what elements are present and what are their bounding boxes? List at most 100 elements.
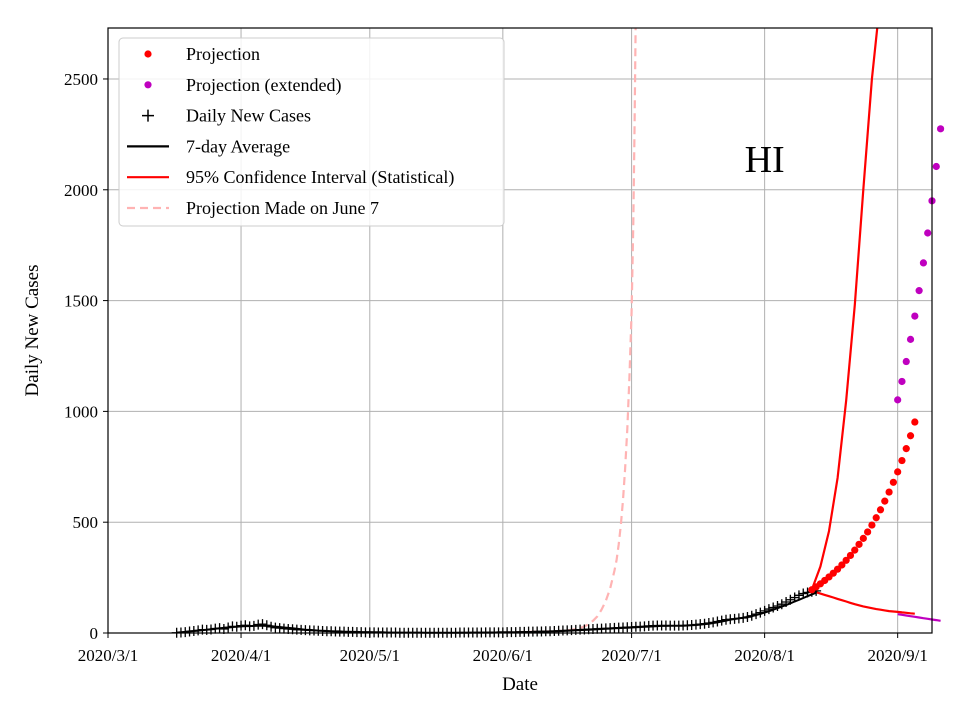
daily-case-marker	[712, 616, 723, 627]
projection-point	[859, 534, 867, 542]
daily-case-marker	[193, 625, 204, 636]
y-tick-label: 500	[73, 513, 99, 532]
projection-series	[808, 418, 919, 594]
projection-point	[898, 456, 906, 465]
legend-box	[118, 37, 505, 227]
projection-extended-point	[894, 396, 902, 404]
daily-case-marker	[798, 588, 809, 599]
x-axis-label: Date	[502, 674, 538, 695]
projection-point	[876, 506, 885, 514]
ci-upper-series	[810, 28, 879, 591]
projection-point	[906, 432, 915, 440]
legend-dot-swatch	[144, 50, 152, 58]
legend-plus-swatch	[142, 109, 154, 122]
ci-lower-line	[811, 589, 915, 615]
daily-case-marker	[223, 622, 234, 633]
projection-point	[864, 528, 872, 536]
legend-entry: 7-day Average	[127, 136, 290, 156]
legend-label: Projection Made on June 7	[186, 198, 379, 218]
daily-case-marker	[776, 599, 787, 610]
ci-lower-series	[811, 589, 941, 622]
projection-extended-series	[894, 125, 945, 404]
daily-case-marker	[781, 596, 792, 607]
daily-case-marker	[755, 607, 766, 618]
projection-point	[851, 546, 859, 554]
daily-case-marker	[738, 612, 749, 623]
projection-extended-point	[932, 162, 940, 171]
legend-dot-swatch	[144, 81, 152, 89]
legend-label: Projection	[186, 44, 260, 64]
x-tick-label: 2020/5/1	[340, 646, 400, 665]
projection-extended-point	[915, 287, 923, 295]
projection-point	[855, 540, 863, 548]
june7-projection-series	[502, 28, 637, 633]
projection-point	[889, 478, 897, 486]
projection-extended-point	[902, 357, 910, 366]
daily-case-marker	[759, 605, 770, 616]
daily-case-marker	[793, 590, 804, 601]
x-tick-label: 2020/8/1	[734, 646, 794, 665]
plot-frame	[107, 27, 933, 634]
daily-cases-series	[171, 585, 822, 638]
projection-point	[902, 445, 910, 453]
daily-case-marker	[768, 602, 779, 613]
legend-label: Projection (extended)	[186, 75, 341, 96]
x-tick-label: 2020/9/1	[867, 646, 927, 665]
daily-case-marker	[763, 604, 774, 615]
legend-entry: Projection Made on June 7	[127, 198, 379, 218]
daily-case-marker	[188, 626, 199, 637]
projection-extended-point	[919, 259, 928, 267]
ci-lower-extended-line	[897, 613, 941, 622]
daily-case-marker	[772, 600, 783, 611]
daily-case-marker	[703, 618, 714, 629]
projection-point	[872, 514, 880, 522]
legend-label: 7-day Average	[186, 136, 290, 156]
daily-case-marker	[248, 620, 259, 631]
daily-case-marker	[789, 592, 800, 603]
y-tick-label: 2500	[64, 70, 98, 89]
y-tick-label: 1000	[64, 402, 98, 421]
projection-point	[894, 468, 902, 476]
projection-point	[846, 551, 855, 560]
legend-entry: Daily New Cases	[142, 106, 311, 126]
y-axis-label: Daily New Cases	[22, 265, 43, 397]
projection-extended-point	[924, 229, 932, 237]
daily-case-marker	[218, 624, 229, 635]
projection-extended-point	[936, 125, 945, 133]
projection-extended-point	[906, 335, 915, 343]
daily-case-marker	[231, 621, 242, 632]
daily-case-marker	[699, 618, 710, 629]
x-tick-label: 2020/4/1	[211, 646, 271, 665]
projection-extended-point	[911, 312, 919, 320]
projection-point	[885, 488, 893, 496]
daily-case-marker	[751, 609, 762, 620]
ci-upper-line	[810, 28, 879, 591]
x-tick-label: 2020/6/1	[473, 646, 533, 665]
legend: Projection Projection (extended) Daily New…	[118, 37, 505, 227]
projection-point	[868, 521, 876, 529]
x-tick-label: 2020/7/1	[601, 646, 661, 665]
daily-case-marker	[240, 620, 251, 631]
legend-label: 95% Confidence Interval (Statistical)	[186, 167, 454, 188]
daily-case-marker	[266, 621, 277, 632]
x-axis-ticks: 2020/3/1 2020/4/1 2020/5/1 2020/6/1 2020/7/1…	[78, 633, 928, 665]
legend-entry: Projection (extended)	[144, 75, 341, 96]
x-tick-label: 2020/3/1	[78, 646, 138, 665]
daily-case-marker	[746, 610, 757, 621]
legend-entry: 95% Confidence Interval (Statistical)	[127, 167, 454, 188]
daily-case-marker	[214, 623, 225, 634]
june7-projection-line	[502, 28, 637, 633]
daily-case-marker	[742, 612, 753, 623]
daily-case-marker	[785, 594, 796, 605]
projection-point	[838, 561, 846, 569]
projection-point	[911, 418, 919, 426]
daily-case-marker	[180, 627, 191, 638]
daily-case-marker	[257, 619, 268, 630]
legend-entry: Projection	[144, 44, 260, 64]
y-tick-label: 1500	[64, 292, 98, 311]
daily-case-marker	[708, 617, 719, 628]
projection-extended-point	[898, 377, 906, 386]
y-tick-label: 0	[90, 624, 99, 643]
y-tick-label: 2000	[64, 181, 98, 200]
